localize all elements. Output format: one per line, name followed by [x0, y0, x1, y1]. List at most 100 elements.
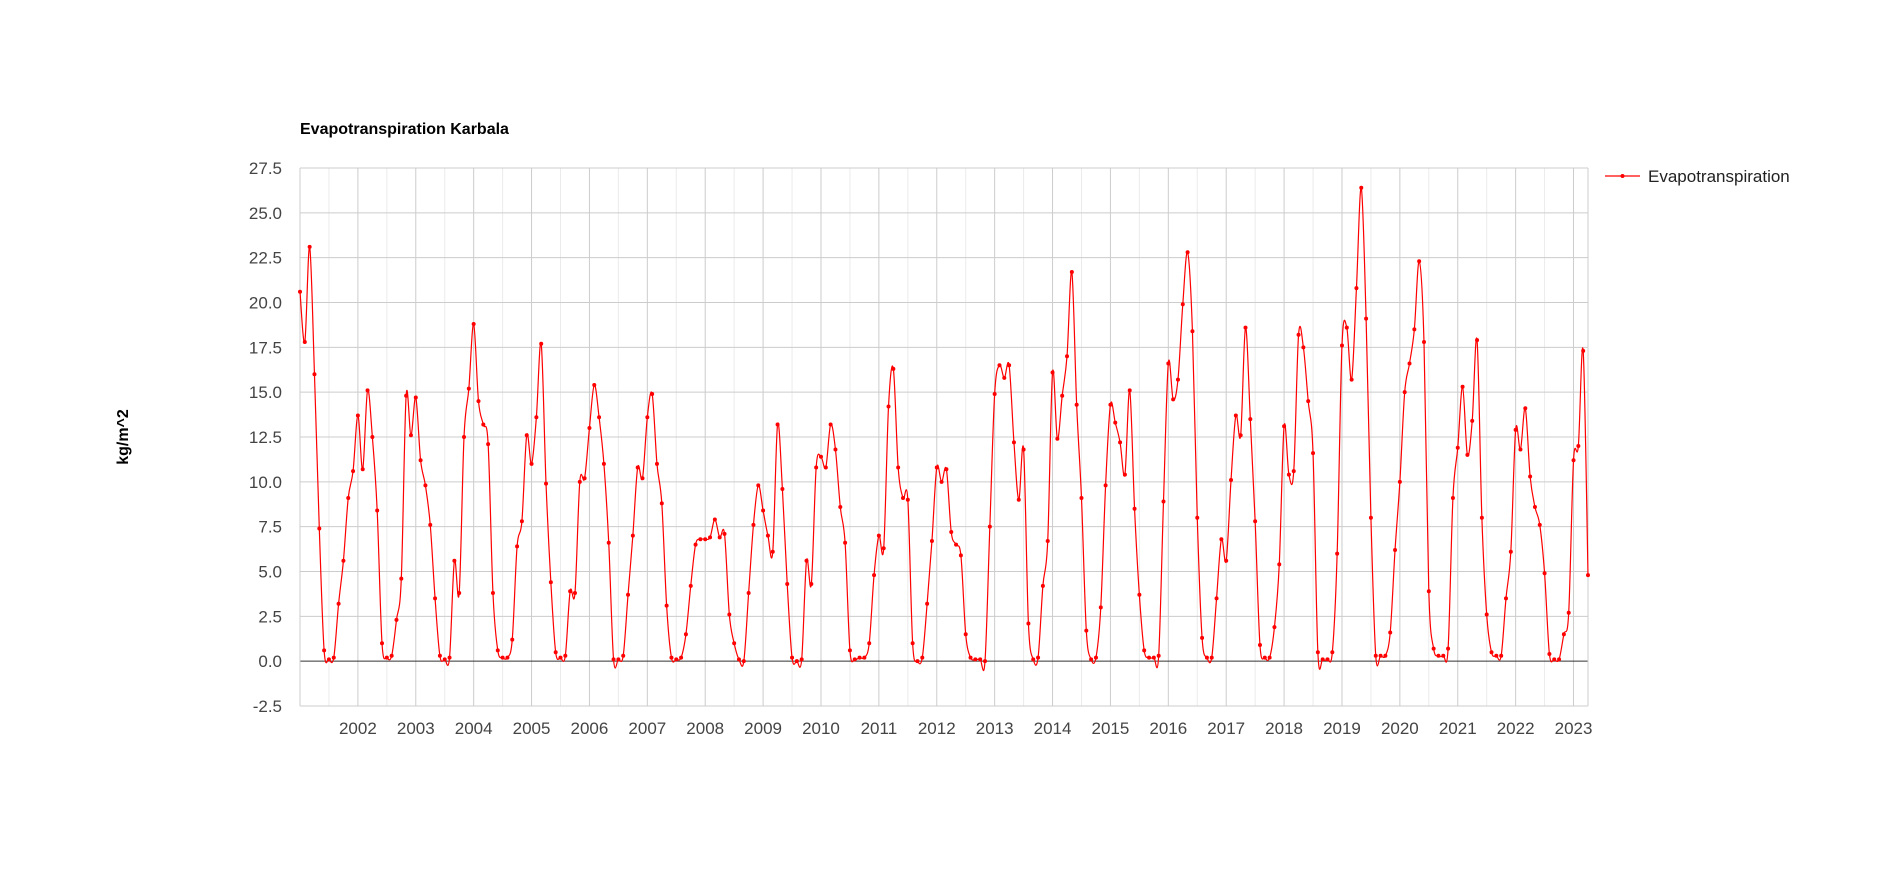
data-point[interactable]	[1431, 646, 1436, 651]
data-point[interactable]	[727, 612, 732, 617]
data-point[interactable]	[790, 655, 795, 660]
data-point[interactable]	[983, 659, 987, 664]
data-point[interactable]	[828, 422, 833, 427]
data-point[interactable]	[1180, 302, 1185, 307]
data-point[interactable]	[442, 657, 447, 662]
data-point[interactable]	[1219, 537, 1224, 542]
data-point[interactable]	[423, 483, 428, 488]
data-point[interactable]	[1475, 338, 1480, 343]
data-point[interactable]	[1306, 399, 1311, 404]
data-point[interactable]	[505, 655, 510, 660]
data-point[interactable]	[659, 501, 664, 506]
data-point[interactable]	[1272, 625, 1277, 630]
data-point[interactable]	[640, 476, 645, 481]
data-point[interactable]	[645, 415, 650, 420]
data-point[interactable]	[587, 426, 592, 431]
data-point[interactable]	[1301, 345, 1306, 350]
data-point[interactable]	[770, 549, 775, 554]
data-point[interactable]	[1190, 329, 1195, 334]
data-point[interactable]	[1532, 504, 1537, 509]
data-point[interactable]	[563, 653, 568, 658]
data-point[interactable]	[447, 655, 452, 660]
data-point[interactable]	[708, 535, 713, 540]
data-point[interactable]	[1036, 655, 1041, 660]
data-point[interactable]	[577, 479, 582, 484]
data-point[interactable]	[886, 404, 891, 409]
data-point[interactable]	[611, 657, 616, 662]
data-point[interactable]	[457, 591, 462, 596]
data-point[interactable]	[346, 495, 351, 500]
data-point[interactable]	[621, 653, 626, 658]
data-point[interactable]	[418, 458, 423, 463]
data-point[interactable]	[510, 637, 515, 642]
data-point[interactable]	[1446, 646, 1451, 651]
data-point[interactable]	[336, 601, 341, 606]
data-point[interactable]	[949, 530, 954, 535]
data-point[interactable]	[606, 540, 611, 545]
data-point[interactable]	[355, 413, 360, 418]
data-point[interactable]	[544, 481, 549, 486]
data-point[interactable]	[920, 655, 925, 660]
data-point[interactable]	[1151, 655, 1156, 660]
data-point[interactable]	[1243, 325, 1248, 330]
data-point[interactable]	[360, 467, 365, 472]
data-point[interactable]	[823, 465, 828, 470]
data-point[interactable]	[1339, 343, 1344, 348]
data-point[interactable]	[370, 435, 375, 439]
data-point[interactable]	[732, 641, 737, 646]
data-point[interactable]	[408, 433, 413, 438]
data-point[interactable]	[703, 537, 708, 542]
data-point[interactable]	[1089, 657, 1094, 662]
data-point[interactable]	[1031, 657, 1036, 662]
data-point[interactable]	[929, 539, 934, 544]
data-point[interactable]	[1156, 653, 1161, 658]
data-point[interactable]	[1209, 655, 1214, 660]
data-point[interactable]	[1195, 515, 1200, 520]
data-point[interactable]	[331, 655, 336, 660]
data-point[interactable]	[751, 522, 756, 527]
data-point[interactable]	[1262, 655, 1267, 660]
data-point[interactable]	[548, 580, 553, 585]
data-point[interactable]	[1233, 413, 1238, 418]
data-point[interactable]	[925, 601, 930, 606]
data-point[interactable]	[1368, 515, 1373, 520]
data-point[interactable]	[1011, 440, 1016, 445]
data-point[interactable]	[674, 657, 679, 662]
data-point[interactable]	[780, 487, 785, 492]
data-point[interactable]	[746, 591, 751, 596]
data-point[interactable]	[1113, 420, 1118, 425]
data-point[interactable]	[1238, 433, 1243, 438]
legend[interactable]: Evapotranspiration	[1605, 167, 1790, 186]
data-point[interactable]	[524, 433, 529, 438]
data-point[interactable]	[693, 542, 698, 547]
data-point[interactable]	[741, 659, 746, 664]
data-point[interactable]	[814, 465, 819, 470]
data-point[interactable]	[1335, 551, 1340, 556]
data-point[interactable]	[1325, 657, 1330, 662]
data-point[interactable]	[1388, 630, 1393, 635]
data-point[interactable]	[568, 589, 573, 594]
data-point[interactable]	[1185, 250, 1190, 255]
data-point[interactable]	[471, 322, 476, 327]
data-point[interactable]	[322, 648, 327, 653]
data-point[interactable]	[1417, 259, 1422, 264]
data-point[interactable]	[1407, 361, 1412, 366]
data-point[interactable]	[775, 422, 780, 427]
data-point[interactable]	[1499, 653, 1504, 658]
data-point[interactable]	[1257, 643, 1262, 648]
data-point[interactable]	[515, 544, 520, 549]
data-point[interactable]	[1108, 402, 1113, 407]
data-point[interactable]	[616, 657, 621, 662]
data-point[interactable]	[582, 476, 587, 481]
data-point[interactable]	[1528, 474, 1533, 479]
data-point[interactable]	[1229, 478, 1234, 483]
data-point[interactable]	[592, 382, 597, 387]
data-point[interactable]	[973, 657, 978, 662]
data-point[interactable]	[1055, 436, 1060, 441]
data-point[interactable]	[954, 542, 959, 547]
data-point[interactable]	[380, 641, 385, 646]
data-point[interactable]	[650, 391, 655, 396]
data-point[interactable]	[867, 641, 872, 646]
data-point[interactable]	[1547, 651, 1552, 656]
data-point[interactable]	[765, 533, 770, 538]
